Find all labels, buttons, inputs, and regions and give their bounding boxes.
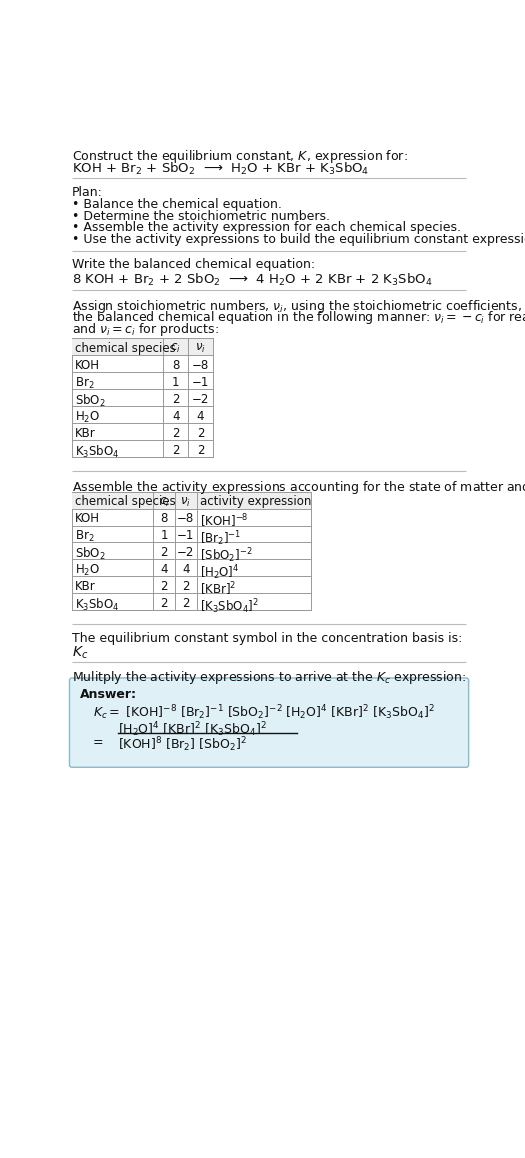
Text: 4: 4 (172, 410, 180, 423)
Text: the balanced chemical equation in the following manner: $\nu_i = -c_i$ for react: the balanced chemical equation in the fo… (72, 309, 525, 327)
Text: 2: 2 (172, 393, 180, 406)
Text: Write the balanced chemical equation:: Write the balanced chemical equation: (72, 258, 315, 271)
Text: [KOH]$^8$ [Br$_2$] [SbO$_2$]$^2$: [KOH]$^8$ [Br$_2$] [SbO$_2$]$^2$ (118, 735, 247, 754)
Text: 2: 2 (182, 580, 190, 593)
Text: [KBr]$^2$: [KBr]$^2$ (200, 580, 236, 598)
Text: chemical species: chemical species (75, 343, 176, 356)
Bar (72, 338, 213, 356)
Text: [Br$_2$]$^{-1}$: [Br$_2$]$^{-1}$ (200, 529, 241, 548)
Text: KBr: KBr (75, 427, 96, 440)
Text: $c_i$: $c_i$ (170, 343, 181, 356)
Text: −8: −8 (177, 512, 194, 526)
Text: 2: 2 (197, 444, 204, 457)
Bar (72, 492, 311, 508)
Text: Mulitply the activity expressions to arrive at the $K_c$ expression:: Mulitply the activity expressions to arr… (72, 669, 466, 687)
Text: 2: 2 (160, 547, 168, 559)
Text: 2: 2 (182, 598, 190, 610)
Text: Assemble the activity expressions accounting for the state of matter and $\nu_i$: Assemble the activity expressions accoun… (72, 478, 525, 496)
Text: 2: 2 (197, 427, 204, 440)
FancyBboxPatch shape (69, 677, 469, 768)
Bar (72, 338, 213, 457)
Text: chemical species: chemical species (75, 496, 176, 508)
Text: $c_i$: $c_i$ (159, 496, 170, 508)
Text: [K$_3$SbO$_4$]$^2$: [K$_3$SbO$_4$]$^2$ (200, 598, 259, 616)
Text: −2: −2 (192, 393, 209, 406)
Text: [H$_2$O]$^4$ [KBr]$^2$ [K$_3$SbO$_4$]$^2$: [H$_2$O]$^4$ [KBr]$^2$ [K$_3$SbO$_4$]$^2… (118, 720, 267, 739)
Text: −8: −8 (192, 359, 209, 372)
Text: =: = (93, 735, 103, 749)
Bar (72, 492, 311, 610)
Text: Br$_2$: Br$_2$ (75, 529, 94, 544)
Text: activity expression: activity expression (200, 496, 311, 508)
Text: H$_2$O: H$_2$O (75, 563, 100, 578)
Text: 2: 2 (172, 427, 180, 440)
Text: [H$_2$O]$^4$: [H$_2$O]$^4$ (200, 563, 239, 582)
Text: SbO$_2$: SbO$_2$ (75, 393, 106, 409)
Text: Plan:: Plan: (72, 186, 103, 199)
Text: KOH: KOH (75, 512, 100, 526)
Text: K$_3$SbO$_4$: K$_3$SbO$_4$ (75, 444, 119, 460)
Text: [KOH]$^{-8}$: [KOH]$^{-8}$ (200, 512, 248, 530)
Text: • Balance the chemical equation.: • Balance the chemical equation. (72, 198, 282, 211)
Text: 1: 1 (160, 529, 168, 542)
Text: $\nu_i$: $\nu_i$ (181, 496, 191, 508)
Text: SbO$_2$: SbO$_2$ (75, 547, 106, 563)
Text: The equilibrium constant symbol in the concentration basis is:: The equilibrium constant symbol in the c… (72, 632, 462, 645)
Text: • Use the activity expressions to build the equilibrium constant expression.: • Use the activity expressions to build … (72, 233, 525, 245)
Text: 8: 8 (172, 359, 180, 372)
Text: 4: 4 (160, 563, 168, 577)
Text: 1: 1 (172, 376, 180, 389)
Text: KBr: KBr (75, 580, 96, 593)
Text: 4: 4 (182, 563, 190, 577)
Text: 2: 2 (160, 580, 168, 593)
Text: 2: 2 (172, 444, 180, 457)
Text: Answer:: Answer: (80, 688, 136, 701)
Text: −1: −1 (177, 529, 194, 542)
Text: Br$_2$: Br$_2$ (75, 376, 94, 391)
Text: 8 KOH + Br$_2$ + 2 SbO$_2$  ⟶  4 H$_2$O + 2 KBr + 2 K$_3$SbO$_4$: 8 KOH + Br$_2$ + 2 SbO$_2$ ⟶ 4 H$_2$O + … (72, 271, 433, 287)
Text: −1: −1 (192, 376, 209, 389)
Text: • Assemble the activity expression for each chemical species.: • Assemble the activity expression for e… (72, 221, 461, 234)
Text: KOH: KOH (75, 359, 100, 372)
Text: and $\nu_i = c_i$ for products:: and $\nu_i = c_i$ for products: (72, 321, 219, 338)
Text: Assign stoichiometric numbers, $\nu_i$, using the stoichiometric coefficients, $: Assign stoichiometric numbers, $\nu_i$, … (72, 298, 525, 315)
Text: K$_3$SbO$_4$: K$_3$SbO$_4$ (75, 598, 119, 614)
Text: 2: 2 (160, 598, 168, 610)
Text: H$_2$O: H$_2$O (75, 410, 100, 425)
Text: 4: 4 (197, 410, 204, 423)
Text: $K_c = $ [KOH]$^{-8}$ [Br$_2$]$^{-1}$ [SbO$_2$]$^{-2}$ [H$_2$O]$^4$ [KBr]$^2$ [K: $K_c = $ [KOH]$^{-8}$ [Br$_2$]$^{-1}$ [S… (93, 703, 435, 723)
Text: • Determine the stoichiometric numbers.: • Determine the stoichiometric numbers. (72, 210, 330, 222)
Text: −2: −2 (177, 547, 194, 559)
Text: $\nu_i$: $\nu_i$ (195, 343, 206, 356)
Text: 8: 8 (160, 512, 168, 526)
Text: [SbO$_2$]$^{-2}$: [SbO$_2$]$^{-2}$ (200, 547, 252, 565)
Text: Construct the equilibrium constant, $K$, expression for:: Construct the equilibrium constant, $K$,… (72, 148, 408, 166)
Text: KOH + Br$_2$ + SbO$_2$  ⟶  H$_2$O + KBr + K$_3$SbO$_4$: KOH + Br$_2$ + SbO$_2$ ⟶ H$_2$O + KBr + … (72, 161, 369, 177)
Text: $K_c$: $K_c$ (72, 645, 88, 661)
